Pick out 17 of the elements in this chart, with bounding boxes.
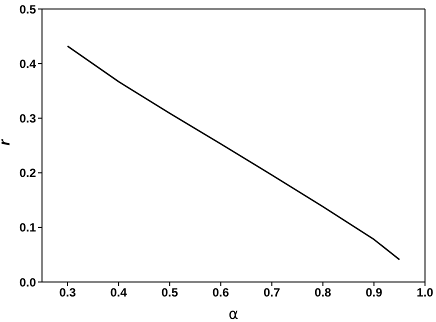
y-tick-label: 0.1 [19, 220, 36, 235]
x-tick-label: 0.6 [212, 286, 230, 300]
x-axis-title: α [228, 305, 239, 322]
y-tick-label: 0.0 [19, 275, 36, 290]
x-tick-label: 0.4 [110, 286, 128, 300]
x-tick-label: 0.7 [263, 286, 280, 300]
y-tick-label: 0.4 [19, 56, 36, 71]
x-tick-label: 0.9 [366, 286, 383, 300]
y-tick-label: 0.2 [19, 166, 36, 180]
y-tick-label: 0.5 [19, 2, 36, 16]
line-series [66, 45, 400, 260]
x-tick-label: 0.3 [59, 286, 76, 300]
x-tick-label: 1.0 [416, 286, 434, 300]
y-tick-label: 0.3 [19, 111, 36, 126]
y-axis-title: r [0, 138, 14, 146]
x-tick-label: 0.8 [314, 286, 332, 300]
x-tick-label: 0.5 [161, 286, 178, 300]
